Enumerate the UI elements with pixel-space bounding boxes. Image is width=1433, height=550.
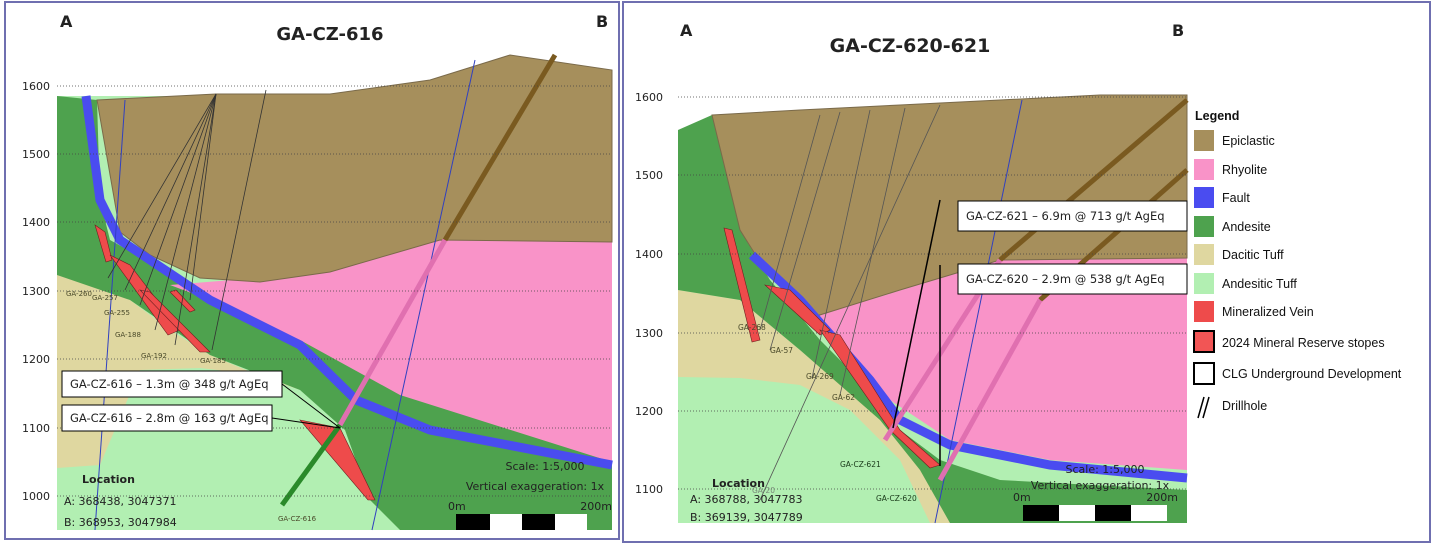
fault-zone (81, 95, 613, 470)
elevation-tick: 1500 (635, 169, 663, 182)
scale-text: Scale: 1:5,000 (1066, 463, 1145, 476)
elevation-tick: 1400 (22, 216, 50, 229)
drillhole-label: GA-CZ-616 (278, 515, 317, 523)
section-end-label: B (596, 12, 608, 31)
legend-label: Fault (1222, 191, 1250, 205)
mineralized-veins (723, 227, 941, 469)
drillhole-label: GA-CZ-620 (876, 494, 917, 503)
legend-label: Epiclastic (1222, 134, 1275, 148)
scale-text: Scale: 1:5,000 (506, 460, 585, 473)
callout-box (61, 370, 283, 398)
callout-leader (281, 383, 341, 429)
drillhole (998, 98, 1189, 262)
drillhole-label: GA-57 (770, 346, 793, 355)
drillhole-ga-cz-616 (279, 423, 343, 507)
elevation-tick: 1300 (22, 285, 50, 298)
scale-start: 0m (448, 500, 466, 513)
mineralized-veins (94, 224, 376, 501)
location-a: A: 368788, 3047783 (690, 493, 803, 506)
drillhole-label: GA-269 (806, 372, 834, 381)
callout-box (957, 200, 1188, 232)
elevation-tick: 1600 (635, 91, 663, 104)
callout-text: GA-CZ-620 – 2.9m @ 538 g/t AgEq (966, 272, 1165, 286)
location-title: Location (82, 473, 135, 486)
drillhole-label: GA-20 (752, 486, 775, 495)
elevation-tick: 1300 (635, 327, 663, 340)
drillhole-label: GA-268 (738, 323, 766, 332)
legend-swatches (1193, 130, 1215, 419)
section-start-label: A (680, 21, 693, 40)
callout-leader (892, 199, 941, 429)
drillhole-ga-cz-616 (337, 238, 448, 427)
fault-line (934, 99, 1023, 524)
right-section (622, 1, 1431, 543)
scale-end: 200m (1146, 491, 1178, 504)
legend: Legend Epiclastic Rhyolite Fault Andesit… (1195, 109, 1402, 413)
callout-text: GA-CZ-616 – 2.8m @ 163 g/t AgEq (70, 411, 269, 425)
drillhole-label: GA-62 (832, 393, 855, 402)
legend-label: Andesite (1222, 220, 1271, 234)
elevation-tick: 1000 (22, 490, 50, 503)
dacitic-tuff (678, 290, 960, 523)
drillhole-label: GA-CZ-621 (840, 460, 881, 469)
elevation-tick: 1100 (635, 483, 663, 496)
elevation-tick: 1100 (22, 422, 50, 435)
drillhole-label: GA-257 (92, 294, 118, 302)
epiclastic (96, 54, 613, 283)
fault-line (371, 59, 476, 531)
legend-label: Mineralized Vein (1222, 305, 1314, 319)
drillhole-label: GA-260 (66, 290, 92, 298)
andesite (57, 96, 612, 530)
elevation-tick: 1200 (635, 405, 663, 418)
drillhole-label: GA-192 (141, 352, 167, 360)
drillhole-label: GA-188 (115, 331, 141, 339)
drillhole-label: GA-255 (104, 309, 130, 317)
callout-text: GA-CZ-621 – 6.9m @ 713 g/t AgEq (966, 209, 1165, 223)
callout-leader (271, 417, 341, 429)
location-a: A: 368438, 3047371 (64, 495, 177, 508)
section-title: GA-CZ-616 (276, 24, 383, 45)
drillhole-label: GA-185 (200, 357, 226, 365)
callout-text: GA-CZ-616 – 1.3m @ 348 g/t AgEq (70, 377, 269, 391)
scale-start: 0m (1013, 491, 1031, 504)
rhyolite (770, 258, 1187, 470)
legend-label: Andesitic Tuff (1222, 277, 1297, 291)
legend-title: Legend (1195, 109, 1239, 123)
elevation-tick: 1400 (635, 248, 663, 261)
left-section (4, 1, 620, 540)
vertical-exaggeration: Vertical exaggeration: 1x (466, 480, 605, 493)
rhyolite (170, 240, 612, 462)
elevation-tick: 1200 (22, 353, 50, 366)
scale-bar (1023, 505, 1167, 521)
section-title: GA-CZ-620-621 (830, 35, 991, 57)
legend-label: Drillhole (1222, 399, 1267, 413)
drillhole (937, 298, 1043, 482)
location-title: Location (712, 477, 765, 490)
elevation-gridlines (57, 85, 612, 497)
section-start-label: A (60, 12, 73, 31)
elevation-tick: 1500 (22, 148, 50, 161)
location-b: B: 368953, 3047984 (64, 516, 177, 529)
scale-end: 200m (580, 500, 612, 513)
callout-box (61, 404, 273, 432)
elevation-tick: 1600 (22, 80, 50, 93)
fault-line (94, 99, 126, 531)
legend-label: Rhyolite (1222, 163, 1267, 177)
drillholes (107, 89, 267, 351)
callout-box (957, 263, 1188, 295)
legend-label: 2024 Mineral Reserve stopes (1222, 336, 1385, 350)
andesite (678, 115, 1187, 523)
drillholes (759, 104, 941, 501)
vertical-exaggeration: Vertical exaggeration: 1x (1031, 479, 1170, 492)
scale-bar (456, 514, 587, 530)
section-end-label: B (1172, 21, 1184, 40)
elevation-gridlines (678, 96, 1187, 490)
legend-label: Dacitic Tuff (1222, 248, 1284, 262)
drillhole-ga-cz-616 (442, 53, 558, 242)
location-b: B: 369139, 3047789 (690, 511, 803, 524)
legend-label: CLG Underground Development (1222, 367, 1402, 381)
